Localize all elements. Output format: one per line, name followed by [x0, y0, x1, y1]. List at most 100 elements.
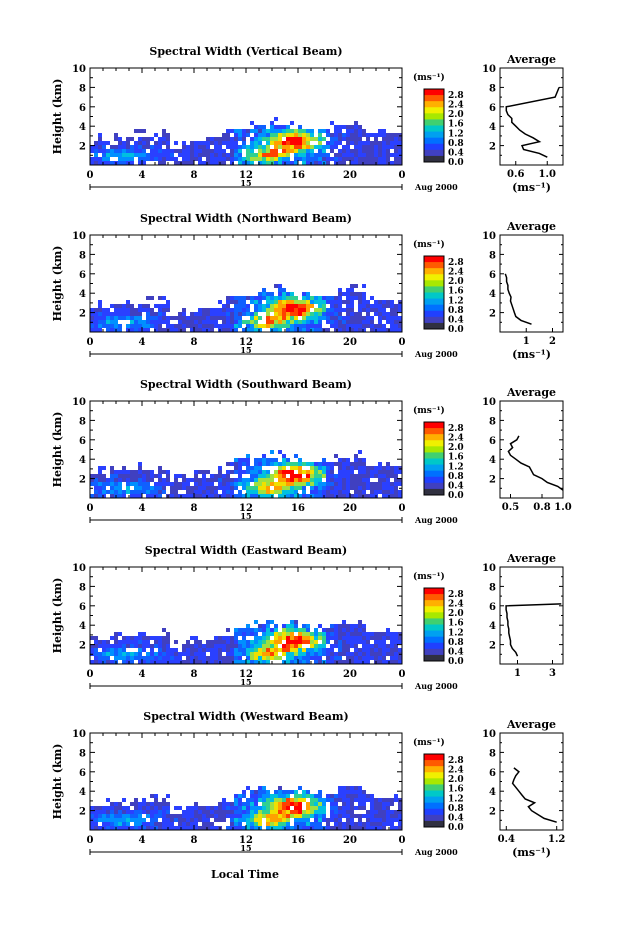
- heatmap-cell: [298, 470, 302, 474]
- heatmap-cell: [202, 648, 206, 652]
- heatmap-cell: [258, 490, 262, 494]
- heatmap-cell: [310, 636, 314, 640]
- heatmap-cell: [318, 296, 322, 300]
- heatmap-cell: [138, 652, 142, 656]
- heatmap-cell: [290, 494, 294, 498]
- heatmap-cell: [254, 462, 258, 466]
- heatmap-cell: [238, 794, 242, 798]
- heatmap-cell: [350, 133, 354, 137]
- heatmap-cell: [222, 648, 226, 652]
- x-tick-label: 0: [399, 669, 406, 680]
- heatmap-cell: [182, 145, 186, 149]
- heatmap-cell: [162, 478, 166, 482]
- colorbar-tick-label: 1.2: [448, 628, 464, 638]
- heatmap-cell: [274, 628, 278, 632]
- heatmap-cell: [390, 640, 394, 644]
- heatmap-cell: [318, 826, 322, 830]
- heatmap-cell: [318, 818, 322, 822]
- heatmap-cell: [394, 466, 398, 470]
- heatmap-cell: [334, 312, 338, 316]
- heatmap-cell: [162, 802, 166, 806]
- heatmap-cell: [306, 133, 310, 137]
- heatmap-cell: [298, 632, 302, 636]
- heatmap-cell: [126, 308, 130, 312]
- heatmap-cell: [234, 806, 238, 810]
- heatmap-cell: [198, 814, 202, 818]
- y-tick-label: 2: [79, 475, 86, 486]
- heatmap-cell: [314, 810, 318, 814]
- heatmap-cell: [362, 482, 366, 486]
- heatmap-cell: [306, 482, 310, 486]
- heatmap-cell: [314, 145, 318, 149]
- heatmap-cell: [202, 482, 206, 486]
- heatmap-cell: [274, 644, 278, 648]
- x-tick-label: 12: [239, 337, 253, 348]
- heatmap-cell: [286, 482, 290, 486]
- heatmap-cell: [234, 814, 238, 818]
- heatmap-cell: [382, 822, 386, 826]
- heatmap-cell: [166, 308, 170, 312]
- heatmap-cell: [158, 145, 162, 149]
- colorbar-swatch: [424, 298, 444, 306]
- heatmap-cell: [358, 462, 362, 466]
- heatmap-cell: [350, 470, 354, 474]
- heatmap-cell: [330, 145, 334, 149]
- heatmap-cell: [250, 490, 254, 494]
- heatmap-cell: [154, 826, 158, 830]
- x-tick-label: 0: [87, 337, 94, 348]
- heatmap-cell: [354, 478, 358, 482]
- heatmap-cell: [98, 141, 102, 145]
- heatmap-cell: [142, 149, 146, 153]
- heatmap-cell: [146, 814, 150, 818]
- heatmap-cell: [238, 153, 242, 157]
- heatmap-cell: [394, 470, 398, 474]
- heatmap-cell: [262, 656, 266, 660]
- heatmap-cell: [350, 304, 354, 308]
- heatmap-cell: [286, 304, 290, 308]
- heatmap-cell: [238, 149, 242, 153]
- heatmap-cell: [226, 660, 230, 664]
- heatmap-cell: [118, 818, 122, 822]
- heatmap-cell: [342, 822, 346, 826]
- heatmap-cell: [278, 814, 282, 818]
- heatmap-cell: [118, 161, 122, 165]
- heatmap-cell: [238, 802, 242, 806]
- heatmap-cell: [314, 814, 318, 818]
- heatmap-cell: [154, 320, 158, 324]
- heatmap-cell: [98, 806, 102, 810]
- heatmap-cell: [310, 486, 314, 490]
- heatmap-cell: [282, 652, 286, 656]
- date-day-label: 15: [240, 511, 251, 521]
- heatmap-cell: [342, 802, 346, 806]
- heatmap-cell: [250, 798, 254, 802]
- heatmap-cell: [266, 814, 270, 818]
- heatmap-cell: [98, 320, 102, 324]
- colorbar-tick-label: 0.0: [448, 325, 464, 335]
- heatmap-cell: [90, 157, 94, 161]
- heatmap-cell: [206, 478, 210, 482]
- heatmap-cell: [226, 296, 230, 300]
- heatmap-cell: [166, 806, 170, 810]
- heatmap-cell: [350, 802, 354, 806]
- heatmap-cell: [310, 161, 314, 165]
- heatmap-cell: [318, 141, 322, 145]
- heatmap-cell: [234, 153, 238, 157]
- heatmap-cell: [198, 486, 202, 490]
- heatmap-cell: [294, 822, 298, 826]
- heatmap-cell: [214, 324, 218, 328]
- heatmap-cell: [342, 149, 346, 153]
- heatmap-cell: [330, 300, 334, 304]
- heatmap-cell: [362, 129, 366, 133]
- heatmap-cell: [234, 137, 238, 141]
- heatmap-cell: [398, 660, 402, 664]
- heatmap-cell: [134, 145, 138, 149]
- y-axis-label: Height (km): [51, 744, 64, 820]
- x-tick-label: 4: [139, 835, 146, 846]
- heatmap-cell: [298, 818, 302, 822]
- heatmap-cell: [230, 826, 234, 830]
- heatmap-cell: [374, 133, 378, 137]
- colorbar-tick-label: 0.4: [448, 148, 464, 158]
- heatmap-cell: [126, 328, 130, 332]
- x-tick-label: 12: [239, 170, 253, 181]
- heatmap-cell: [262, 304, 266, 308]
